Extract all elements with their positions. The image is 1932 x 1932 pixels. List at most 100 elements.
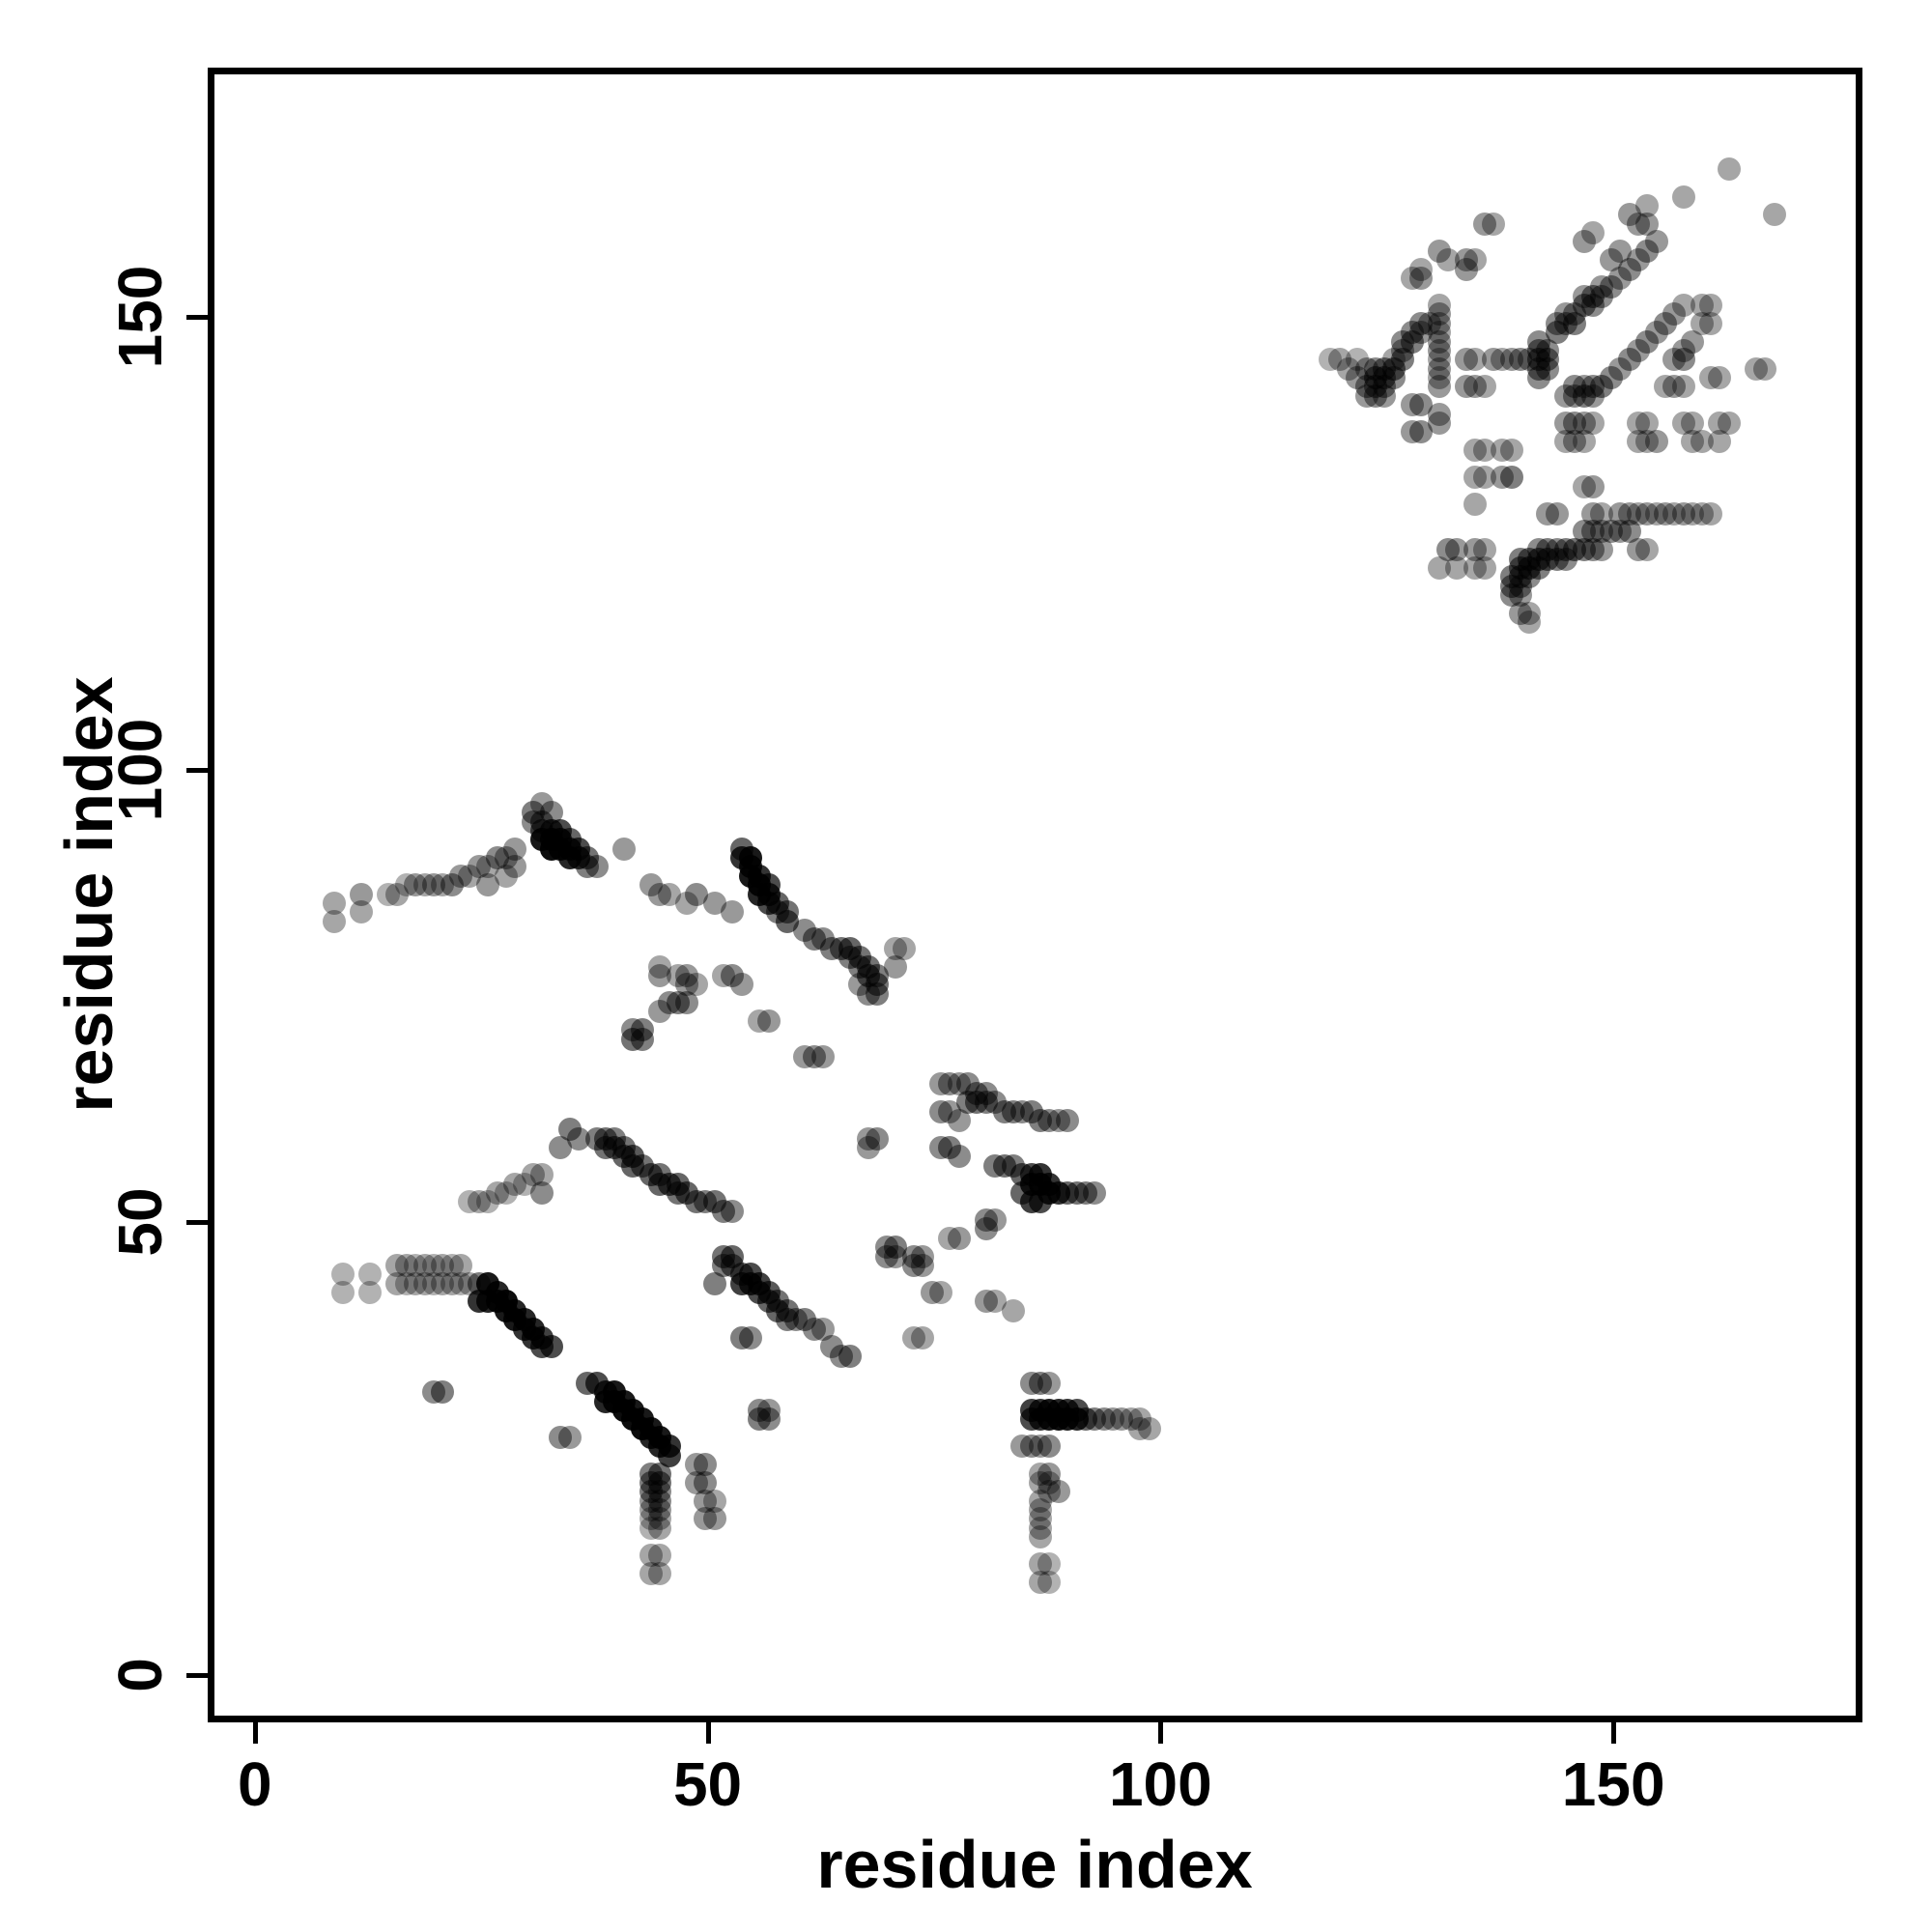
scatter-point (1436, 538, 1460, 562)
scatter-point (1626, 212, 1650, 236)
scatter-point (639, 873, 663, 897)
scatter-point (729, 973, 753, 997)
scatter-point (639, 1507, 663, 1531)
scatter-point (702, 1507, 726, 1531)
scatter-point (856, 981, 880, 1006)
scatter-point (1671, 338, 1695, 362)
scatter-point (1681, 411, 1705, 435)
scatter-point (1463, 375, 1488, 399)
scatter-point (485, 1180, 509, 1205)
scatter-point (431, 1380, 455, 1405)
scatter-point (1662, 501, 1687, 526)
scatter-point (657, 882, 681, 906)
scatter-point (1436, 248, 1460, 272)
scatter-point (1662, 302, 1687, 327)
y-tick-mark (186, 314, 208, 320)
scatter-point (1572, 538, 1596, 562)
scatter-point (421, 1253, 445, 1277)
scatter-point (856, 1136, 880, 1160)
scatter-point (1499, 348, 1523, 372)
scatter-point (1545, 501, 1569, 526)
scatter-point (1708, 411, 1732, 435)
scatter-point (1472, 538, 1496, 562)
y-tick-mark (186, 1220, 208, 1226)
scatter-point (1690, 429, 1714, 453)
scatter-point (1463, 493, 1488, 517)
scatter-point (412, 873, 437, 897)
scatter-point (884, 954, 908, 979)
scatter-point (1408, 266, 1433, 290)
scatter-point (557, 1118, 582, 1142)
scatter-point (739, 1325, 763, 1350)
scatter-point (1553, 547, 1577, 571)
scatter-point (1427, 555, 1451, 580)
scatter-point (611, 837, 636, 861)
scatter-point (911, 1244, 935, 1268)
scatter-point (1481, 348, 1505, 372)
scatter-point (884, 936, 908, 960)
scatter-point (1581, 284, 1605, 308)
scatter-point (1408, 420, 1433, 444)
scatter-point (1472, 466, 1496, 490)
scatter-point (549, 1136, 573, 1160)
scatter-point (947, 1108, 971, 1132)
scatter-point (1662, 375, 1687, 399)
scatter-point (1553, 411, 1577, 435)
scatter-point (331, 1263, 355, 1287)
scatter-point (1029, 1108, 1053, 1132)
scatter-point (639, 1489, 663, 1513)
scatter-point (675, 891, 699, 915)
scatter-point (1708, 366, 1732, 390)
scatter-point (1400, 321, 1424, 345)
scatter-point (793, 1308, 817, 1332)
scatter-point (1128, 1416, 1152, 1440)
scatter-point (694, 1489, 718, 1513)
scatter-point (1626, 338, 1650, 362)
scatter-point (1046, 1480, 1070, 1504)
scatter-point (1463, 439, 1488, 463)
scatter-point (1029, 1489, 1053, 1513)
scatter-point (1408, 393, 1433, 417)
scatter-point (458, 864, 482, 888)
x-tick-label: 100 (1108, 1749, 1212, 1819)
scatter-point (1690, 294, 1714, 318)
scatter-point (1408, 311, 1433, 335)
scatter-point (1472, 439, 1496, 463)
scatter-point (1092, 1407, 1116, 1432)
scatter-point (675, 963, 699, 987)
scatter-point (1590, 538, 1614, 562)
scatter-point (503, 837, 527, 861)
scatter-point (1671, 348, 1695, 372)
scatter-point (1635, 538, 1660, 562)
scatter-point (684, 1470, 708, 1494)
scatter-point (648, 1480, 672, 1504)
scatter-point (775, 909, 799, 933)
scatter-point (1563, 375, 1587, 399)
scatter-point (1418, 311, 1442, 335)
scatter-point (1037, 1462, 1062, 1486)
scatter-point (1581, 501, 1605, 526)
scatter-point (694, 1453, 718, 1477)
scatter-point (421, 1271, 445, 1295)
scatter-point (1581, 411, 1605, 435)
scatter-point (1029, 1470, 1053, 1494)
scatter-point (557, 1426, 582, 1450)
scatter-point (1671, 411, 1695, 435)
x-axis-title: residue index (816, 1827, 1253, 1902)
scatter-point (721, 900, 745, 924)
scatter-point (1690, 311, 1714, 335)
scatter-point (1491, 439, 1515, 463)
x-tick-mark (705, 1722, 711, 1744)
scatter-point (1427, 294, 1451, 318)
scatter-point (756, 1407, 781, 1432)
scatter-point (694, 1507, 718, 1531)
scatter-point (1454, 348, 1478, 372)
scatter-point (1364, 384, 1387, 408)
x-tick-label: 0 (237, 1749, 272, 1819)
scatter-point (1463, 555, 1488, 580)
scatter-point (1400, 266, 1424, 290)
scatter-point (1037, 1371, 1062, 1395)
scatter-point (928, 1281, 952, 1305)
scatter-point (1617, 501, 1641, 526)
scatter-point (331, 1281, 355, 1305)
